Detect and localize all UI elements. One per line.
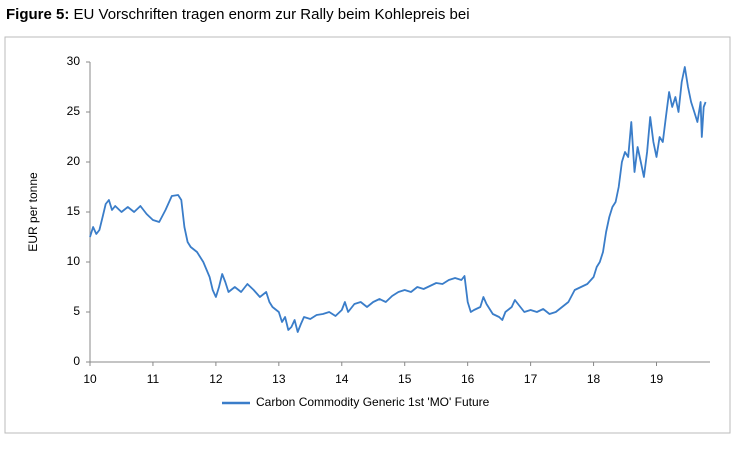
- y-tick-label: 30: [67, 54, 81, 68]
- legend-label: Carbon Commodity Generic 1st 'MO' Future: [256, 395, 490, 409]
- chart-frame: [4, 36, 731, 434]
- x-tick-label: 10: [83, 372, 97, 386]
- y-tick-label: 0: [73, 354, 80, 368]
- x-tick-label: 12: [209, 372, 223, 386]
- x-tick-label: 11: [147, 372, 160, 386]
- y-tick-label: 15: [67, 204, 81, 218]
- x-tick-label: 14: [335, 372, 349, 386]
- x-tick-label: 18: [587, 372, 601, 386]
- x-tick-label: 19: [650, 372, 664, 386]
- chart-title: Figure 5: EU Vorschriften tragen enorm z…: [6, 6, 470, 23]
- y-tick-label: 5: [73, 304, 80, 318]
- title-text: EU Vorschriften tragen enorm zur Rally b…: [74, 6, 470, 23]
- title-label: Figure 5:: [6, 6, 69, 23]
- x-tick-label: 13: [272, 372, 286, 386]
- x-tick-label: 15: [398, 372, 412, 386]
- x-tick-label: 17: [524, 372, 538, 386]
- y-tick-label: 10: [67, 254, 81, 268]
- y-axis-label: EUR per tonne: [26, 172, 40, 252]
- data-line: [89, 66, 707, 333]
- x-tick-label: 16: [461, 372, 475, 386]
- y-tick-label: 20: [67, 154, 81, 168]
- y-tick-label: 25: [67, 104, 81, 118]
